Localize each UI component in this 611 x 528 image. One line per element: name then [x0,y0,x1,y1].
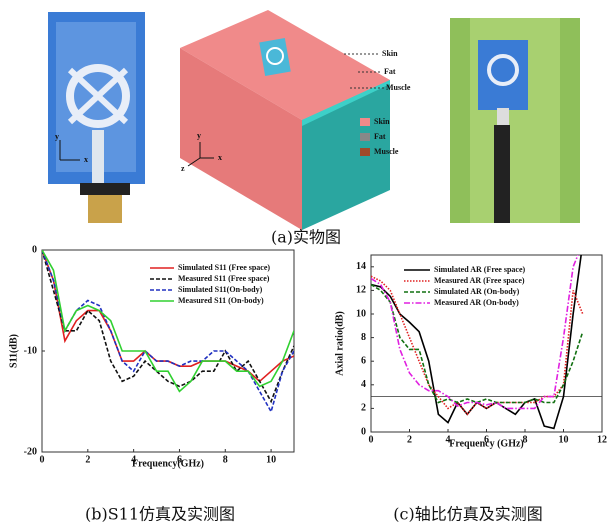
y-tick-label: 0 [361,426,366,437]
y-tick-label: -10 [24,345,37,356]
axis-letter: z [181,164,185,173]
x-axis-label: Frequency(GHz) [132,458,204,469]
y-tick-label: 10 [356,308,366,319]
y-tick-label: -20 [24,446,37,457]
x-tick-label: 10 [559,434,569,445]
caption: (c)轴比仿真及实测图 [393,505,542,524]
axis-letter: x [84,155,88,164]
legend-label: Simulated S11(On-body) [178,285,263,294]
layer-label: Skin [382,49,398,58]
x-tick-label: 2 [407,434,412,445]
y-tick-label: 14 [356,261,366,272]
y-tick-label: 4 [361,379,366,390]
x-tick-label: 10 [266,454,276,465]
x-tick-label: 8 [223,454,228,465]
y-tick-label: 8 [361,332,366,343]
legend-label: Measured AR (On-body) [434,298,519,307]
figure: y x y z x Skin Fat Muscle Skin Fat Muscl… [0,0,611,528]
legend-label: Measured S11 (Free space) [178,274,270,283]
caption: (b)S11仿真及实测图 [85,505,235,524]
caption: (a)实物图 [271,228,341,247]
x-tick-label: 0 [40,454,45,465]
axis-letter: y [55,132,59,141]
body-model [180,10,390,230]
legend-label: Simulated S11 (Free space) [178,263,270,272]
legend-label: Measured S11 (On-body) [178,296,264,305]
axis-letter: y [197,131,201,140]
y-axis-label: S11(dB) [8,334,19,368]
x-tick-label: 12 [597,434,607,445]
legend-label: Muscle [374,147,399,156]
y-tick-label: 6 [361,355,366,366]
axis-letter: x [218,153,222,162]
x-tick-label: 2 [85,454,90,465]
legend-label: Fat [374,132,386,141]
on-body-photo [450,18,580,223]
y-tick-label: 2 [361,403,366,414]
y-tick-label: 12 [356,285,366,296]
x-tick-label: 0 [369,434,374,445]
layer-label: Muscle [386,83,411,92]
x-axis-label: Frequency (GHz) [449,438,524,449]
y-tick-label: 0 [32,244,37,255]
antenna-photo [48,12,145,223]
legend-label: Simulated AR (Free space) [434,265,526,274]
legend-label: Skin [374,117,390,126]
legend-label: Simulated AR (On-body) [434,287,520,296]
legend-label: Measured AR (Free space) [434,276,525,285]
y-axis-label: Axial ratio(dB) [334,311,345,376]
layer-label: Fat [384,67,396,76]
